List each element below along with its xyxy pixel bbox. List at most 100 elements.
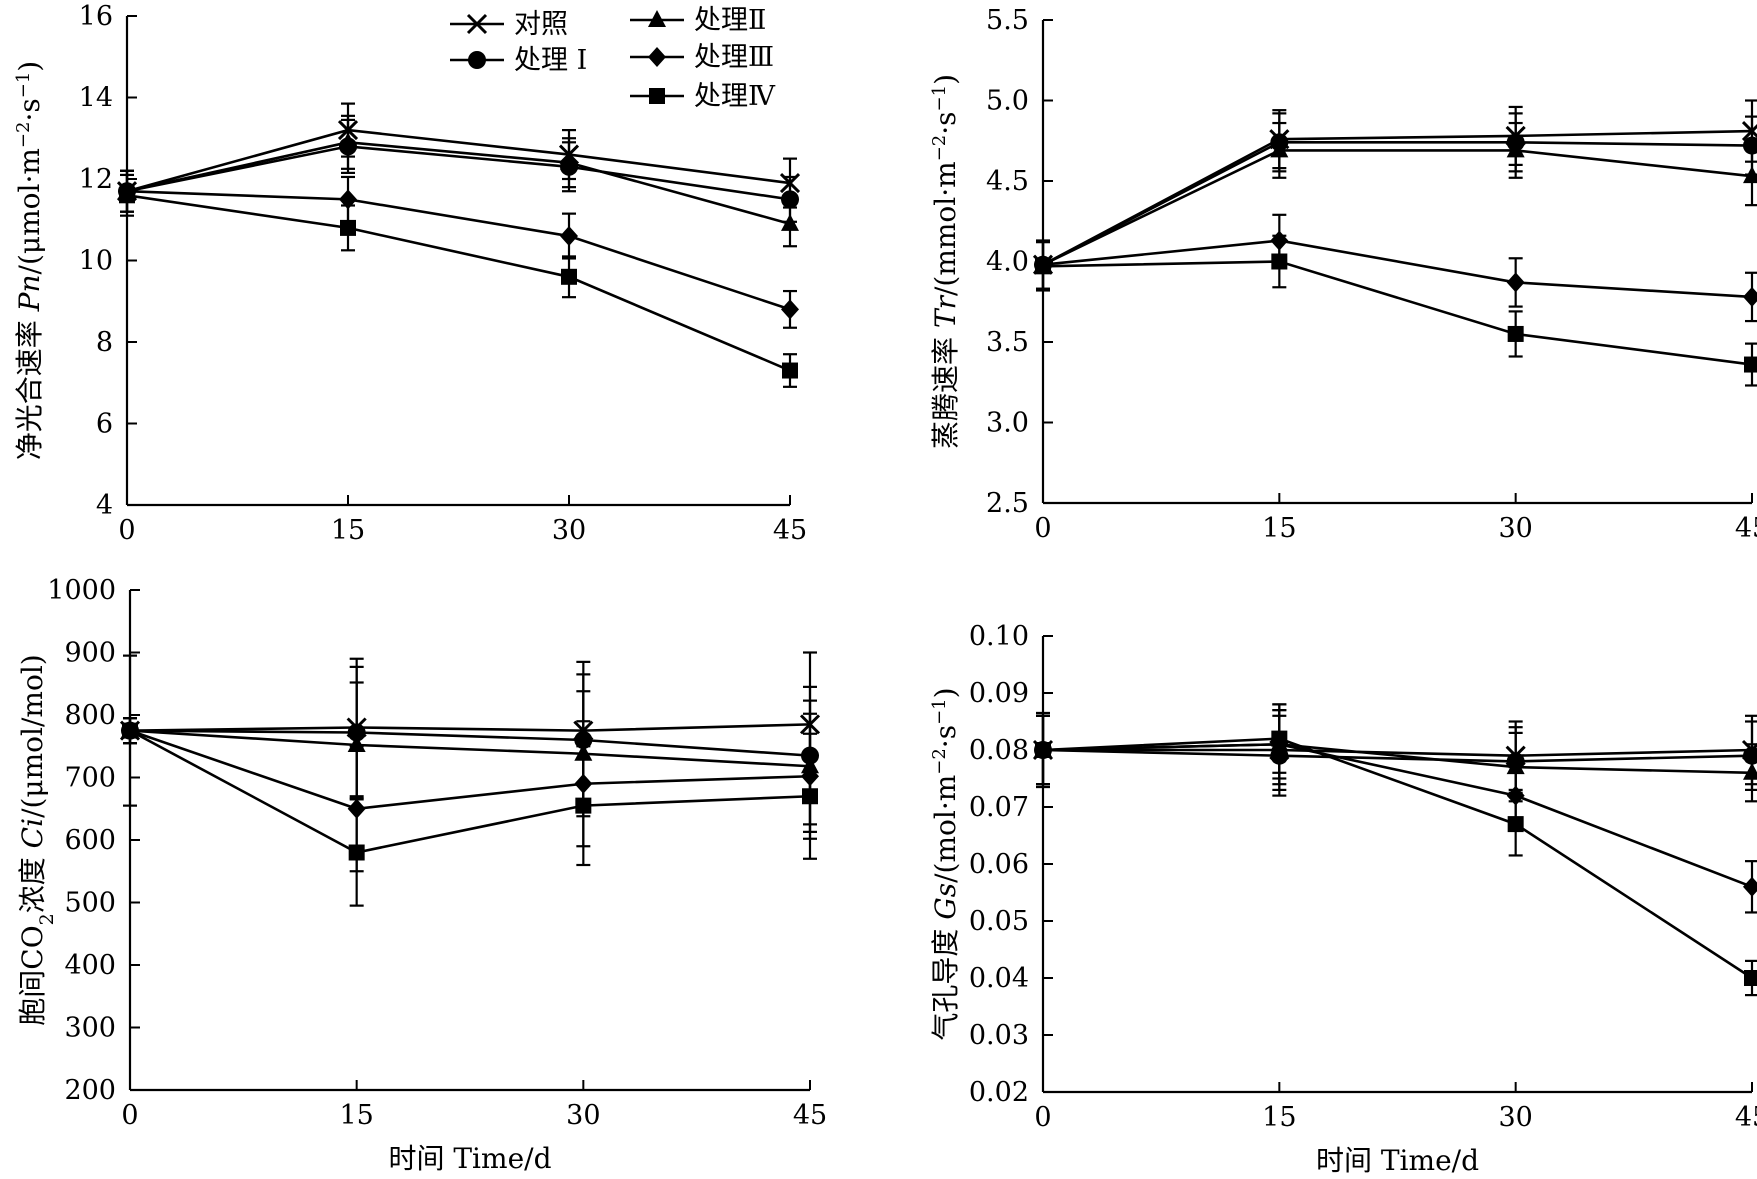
x-tick-label: 45 (793, 1100, 827, 1131)
series-line (1042, 239, 1753, 299)
marker-square (1744, 970, 1757, 986)
series-diamond (1034, 708, 1757, 914)
marker-circle (1743, 746, 1757, 765)
series-square (119, 173, 798, 388)
x-tick-label: 0 (1034, 513, 1051, 544)
chart-panel-tr: 2.5 3.0 3.5 4.0 4.5 5.0 5.5 0 15 30 45 蒸腾速率 Tr/(mmo… (929, 5, 1757, 544)
marker-triangle (560, 152, 578, 170)
series-line (126, 141, 791, 226)
y-tick-label: 500 (64, 888, 116, 919)
y-tick-label: 900 (64, 638, 116, 669)
marker-square (348, 844, 365, 861)
marker-triangle (347, 735, 366, 752)
y-tick-label: 0.06 (969, 849, 1029, 880)
marker-square (1744, 356, 1757, 373)
y-tick-label: 5.5 (986, 5, 1029, 36)
marker-square (649, 88, 665, 104)
marker-square (1271, 730, 1288, 747)
series-line (1042, 129, 1753, 266)
x-tick-label: 45 (1735, 513, 1757, 544)
legend-item: 处理Ⅲ (630, 42, 774, 73)
legend-item: 处理Ⅳ (630, 81, 776, 112)
marker-triangle (1506, 140, 1525, 158)
legend-label: 处理 I (514, 45, 587, 76)
y-tick-label: 0.03 (969, 1020, 1029, 1051)
series-line (129, 729, 811, 811)
marker-square (1271, 253, 1288, 270)
y-tick-label: 0.05 (969, 906, 1029, 937)
y-tick-label: 0.08 (969, 735, 1029, 766)
series-x (1032, 708, 1757, 792)
series-diamond (118, 169, 799, 329)
y-tick-label: 4.5 (986, 166, 1029, 197)
marker-square (119, 187, 135, 204)
series-square (122, 654, 818, 907)
marker-square (1507, 325, 1524, 342)
y-tick-label: 300 (64, 1013, 116, 1044)
y-tick-label: 5.0 (986, 86, 1029, 117)
series-square (1035, 234, 1757, 387)
series-line (1042, 748, 1753, 763)
series-line (126, 194, 791, 372)
y-tick-label: 0.07 (969, 792, 1029, 823)
y-tick-label: 0.10 (969, 621, 1029, 652)
marker-diamond (1506, 272, 1525, 293)
y-tick-label: 0.02 (969, 1077, 1029, 1108)
chart-panel-ci: 200 300 400 500 600 700 800 900 1000 0 15 30 45 时间 Ti… (16, 575, 827, 1175)
marker-square (1035, 258, 1051, 275)
marker-triangle (648, 10, 666, 27)
x-tick-label: 15 (331, 515, 365, 546)
series-x (119, 651, 821, 801)
series-line (1042, 737, 1753, 980)
x-tick-label: 15 (1262, 513, 1296, 544)
chart-panel-gs: 0.02 0.03 0.04 0.05 0.06 0.07 0.08 0.09 0.10 0 15 3… (929, 621, 1757, 1177)
chart-panel-pn: 4 6 8 10 12 14 16 0 15 30 45 净光合速率 Pn/(μmol·m−2·s−1… (13, 1, 808, 546)
marker-square (561, 268, 577, 285)
series-square (1035, 703, 1757, 997)
marker-square (782, 362, 798, 379)
y-tick-label: 3.5 (986, 327, 1029, 358)
x-tick-label: 45 (1735, 1102, 1757, 1133)
y-tick-label: 10 (79, 246, 113, 277)
series-line (1042, 149, 1753, 266)
series-line (126, 189, 791, 311)
marker-triangle (1743, 166, 1757, 184)
series-line (126, 145, 791, 201)
x-tick-label: 15 (1262, 1102, 1296, 1133)
marker-diamond (781, 299, 799, 320)
x-tick-label: 0 (1034, 1102, 1051, 1133)
series-triangle (121, 681, 819, 833)
x-tick-label: 15 (339, 1100, 373, 1131)
y-tick-label: 400 (64, 950, 116, 981)
y-axis-title: 气孔导度 Gs/(mol·m−2·s−1) (929, 687, 963, 1040)
x-axis-title: 时间 Time/d (388, 1142, 551, 1175)
y-tick-label: 14 (79, 83, 113, 114)
marker-diamond (560, 226, 578, 247)
y-axis-title: 蒸腾速率 Tr/(mmol·m−2·s−1) (929, 74, 963, 449)
marker-triangle (339, 132, 357, 150)
series-line (129, 729, 811, 757)
y-tick-label: 200 (64, 1075, 116, 1106)
marker-triangle (1270, 140, 1289, 158)
legend-label: 对照 (514, 9, 568, 40)
y-axis-title: 净光合速率 Pn/(μmol·m−2·s−1) (13, 61, 47, 460)
legend-item: 处理 I (450, 45, 587, 76)
x-tick-label: 30 (1498, 1102, 1532, 1133)
series-line (1042, 742, 1753, 889)
x-axis-title: 时间 Time/d (1316, 1144, 1479, 1177)
y-axis-title: 胞间CO2浓度 Ci/(μmol/mol) (16, 654, 58, 1025)
x-tick-label: 0 (121, 1100, 138, 1131)
y-tick-label: 1000 (47, 575, 116, 606)
marker-square (1035, 742, 1051, 758)
y-tick-label: 700 (64, 763, 116, 794)
marker-diamond (1743, 876, 1757, 897)
y-tick-label: 4 (96, 490, 113, 521)
series-line (129, 729, 811, 768)
series-line (1042, 141, 1753, 266)
x-tick-label: 30 (552, 515, 586, 546)
series-line (129, 723, 811, 732)
marker-circle (1743, 136, 1757, 155)
series-line (1042, 260, 1753, 366)
